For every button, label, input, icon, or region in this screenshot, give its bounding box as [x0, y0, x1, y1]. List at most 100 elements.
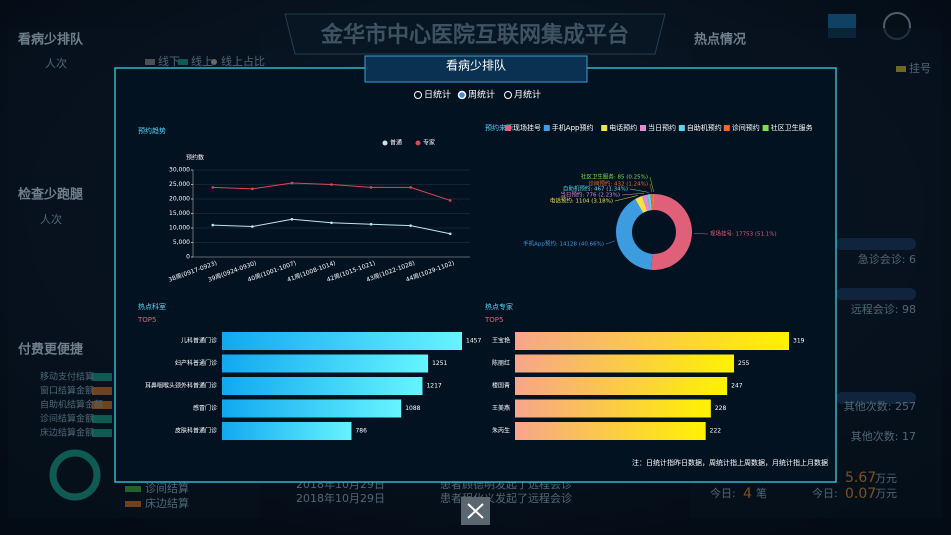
- radio[interactable]: [504, 91, 512, 99]
- value-label: 247: [731, 383, 743, 390]
- value-label: 255: [738, 360, 750, 367]
- stat: 远程会诊: 98: [851, 302, 916, 316]
- category-label: 感冒门诊: [193, 404, 217, 412]
- legend-label: 当日预约: [648, 123, 676, 132]
- point: [448, 199, 452, 202]
- leader-line: [693, 233, 709, 235]
- legend-label: 线下: [158, 54, 180, 68]
- legend-swatch: [178, 59, 188, 65]
- note: 注：日统计指昨日数据，周统计指上周数据，月统计指上月数据: [632, 458, 828, 467]
- money-value: 0.07: [845, 486, 876, 502]
- radio[interactable]: [414, 91, 422, 99]
- money-unit: 笔: [756, 486, 767, 500]
- modal-tab: [364, 55, 588, 83]
- bar: [515, 422, 706, 440]
- data-label: 电话预约: 1104 (3.18%): [550, 197, 613, 205]
- payment-bar: [92, 387, 112, 395]
- pie-segment: [647, 194, 652, 211]
- bar: [222, 332, 462, 350]
- point: [211, 186, 215, 189]
- legend-swatch: [762, 125, 769, 131]
- radio-label[interactable]: 月统计: [514, 89, 541, 101]
- legend-label: 现场挂号: [513, 123, 541, 132]
- point: [330, 183, 333, 186]
- bar: [222, 399, 402, 418]
- category-label: 耳鼻咽喉头颈外科普通门诊: [145, 382, 217, 390]
- legend-label: 线上: [191, 54, 213, 68]
- leader-line: [621, 192, 645, 196]
- chart-subtitle: TOP5: [137, 316, 156, 324]
- bar: [515, 377, 728, 395]
- legend-swatch: [678, 125, 685, 131]
- y-tick-label: 20,000: [169, 196, 190, 203]
- section-title: 看病少排队: [18, 32, 84, 48]
- category-label: 陈丽红: [492, 359, 510, 367]
- point: [251, 225, 254, 228]
- value-label: 319: [793, 338, 805, 345]
- money-value: 4: [743, 486, 752, 502]
- legend-swatch: [125, 486, 141, 492]
- legend-swatch: [382, 140, 388, 146]
- category-label: 皮肤科普通门诊: [175, 427, 217, 435]
- point: [448, 232, 452, 236]
- value-label: 222: [710, 428, 722, 435]
- legend-label: 挂号: [909, 61, 931, 75]
- point: [290, 181, 294, 185]
- pie-segment: [651, 194, 693, 270]
- payment-bar: [92, 429, 112, 437]
- radio-label[interactable]: 日统计: [424, 89, 451, 101]
- leader-line: [629, 188, 649, 193]
- legend-label: 社区卫生服务: [771, 123, 813, 132]
- payment-label: 移动支付结算: [40, 371, 94, 383]
- category-label: 王美燕: [492, 404, 510, 412]
- money-unit: 万元: [875, 487, 897, 500]
- data-label: 手机App预约: 14128 (40.66%): [523, 240, 604, 248]
- chart-subtitle: TOP5: [484, 316, 503, 324]
- stat-bar: [836, 392, 916, 404]
- y-axis-label: 预约数: [186, 154, 204, 162]
- point: [290, 218, 294, 221]
- leader-line: [649, 183, 653, 193]
- category-label: 朱丙生: [492, 427, 510, 435]
- legend-label: 自助机预约: [687, 123, 722, 132]
- legend-swatch: [896, 66, 906, 72]
- leader-line: [614, 195, 638, 202]
- legend-swatch: [211, 59, 217, 65]
- bar: [222, 354, 429, 373]
- radio[interactable]: [457, 90, 467, 100]
- legend-swatch: [640, 125, 646, 131]
- close-icon: [467, 503, 484, 519]
- money-value: 5.67: [845, 470, 876, 486]
- payment-label: 诊间结算金额: [40, 413, 94, 425]
- point: [409, 224, 412, 227]
- y-tick-label: 25,000: [169, 181, 190, 188]
- money-label: 今日:: [812, 486, 838, 500]
- bar: [515, 332, 789, 350]
- chart-title: 预约来源: [485, 123, 513, 132]
- payment-label: 床边结算金额: [40, 427, 94, 439]
- payment-label: 窗口结算金额: [40, 385, 94, 397]
- money-unit: 万元: [875, 472, 897, 485]
- y-tick-label: 15,000: [169, 210, 190, 217]
- category-label: 王宝艳: [492, 337, 510, 345]
- pie-segment: [615, 198, 653, 270]
- legend-swatch: [125, 501, 141, 507]
- legend-swatch: [145, 59, 155, 65]
- y-tick-label: 5,000: [173, 239, 190, 246]
- legend-label: 线上占比: [221, 54, 265, 68]
- ring-item: 床边结算: [145, 496, 189, 510]
- section-title: 热点情况: [694, 32, 746, 48]
- category-label: 楼国青: [492, 382, 510, 390]
- header-frame: [284, 13, 666, 55]
- stat-bar: [836, 238, 916, 250]
- data-label: 现场挂号: 17753 (51.1%): [710, 230, 777, 238]
- ring-item: 诊间结算: [145, 481, 189, 495]
- pie-segment: [650, 194, 654, 211]
- payment-bar: [92, 415, 112, 423]
- value-label: 1088: [405, 405, 420, 412]
- legend-label: 手机App预约: [552, 123, 594, 132]
- radio-label[interactable]: 周统计: [468, 89, 495, 101]
- data-label: 社区卫生服务: 85 (0.25%): [581, 173, 648, 181]
- section-title: 检查少跑腿: [18, 187, 83, 203]
